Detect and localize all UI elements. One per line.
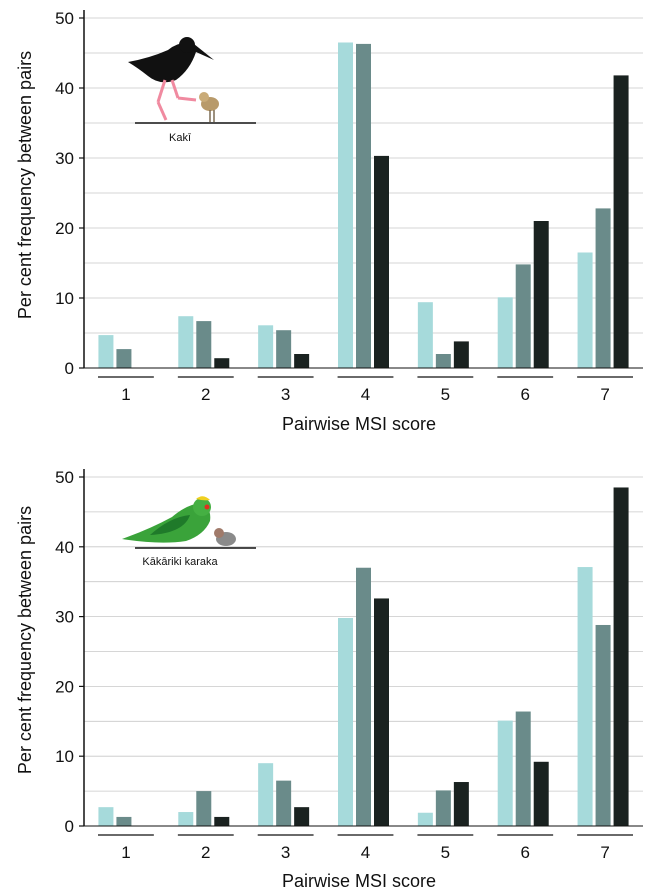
x-axis-label: Pairwise MSI score xyxy=(282,871,436,891)
bar xyxy=(356,567,371,826)
bar xyxy=(374,155,389,368)
y-tick-label: 30 xyxy=(55,608,74,627)
y-tick-label: 0 xyxy=(65,817,74,836)
x-tick-label: 7 xyxy=(600,385,609,404)
axes xyxy=(83,469,643,827)
bar xyxy=(196,791,212,826)
y-tick-label: 0 xyxy=(65,359,74,378)
x-ticks: 1 2 3 4 5 6 7 xyxy=(98,376,633,404)
y-tick-label: 40 xyxy=(55,538,74,557)
bar xyxy=(294,354,310,368)
bar xyxy=(116,816,132,826)
bars xyxy=(98,487,629,826)
bar xyxy=(595,624,611,826)
bar xyxy=(214,816,230,826)
bar xyxy=(595,208,611,368)
bar xyxy=(417,812,433,826)
bar xyxy=(497,297,513,368)
bar xyxy=(116,349,132,368)
y-axis-label: Per cent frequency between pairs xyxy=(15,51,35,319)
y-ticks: 0 10 20 30 40 50 xyxy=(55,9,84,378)
bar xyxy=(515,264,531,368)
bar xyxy=(196,321,212,368)
bar xyxy=(356,43,371,369)
bar xyxy=(435,790,451,826)
y-tick-label: 10 xyxy=(55,747,74,766)
bar xyxy=(178,316,194,368)
y-tick-label: 50 xyxy=(55,9,74,28)
bar xyxy=(453,782,469,826)
y-tick-label: 30 xyxy=(55,149,74,168)
bar xyxy=(533,221,549,368)
kakariki-species-label: Kākāriki karaka xyxy=(142,556,218,568)
bar xyxy=(533,761,549,826)
bar xyxy=(435,354,451,368)
x-tick-label: 1 xyxy=(121,385,130,404)
bar xyxy=(98,335,114,368)
bar xyxy=(338,617,353,826)
axes xyxy=(83,10,643,369)
bar xyxy=(98,807,114,826)
bar xyxy=(178,812,194,826)
y-ticks: 0 10 20 30 40 50 xyxy=(55,468,84,836)
bar xyxy=(515,711,531,826)
bar xyxy=(258,325,274,368)
x-tick-label: 3 xyxy=(281,843,290,862)
x-tick-label: 1 xyxy=(121,843,130,862)
y-tick-label: 10 xyxy=(55,289,74,308)
y-tick-label: 20 xyxy=(55,219,74,238)
y-tick-label: 50 xyxy=(55,468,74,487)
kakariki-chart: 0 10 20 30 40 50 1 2 3 4 5 6 7 Pairwise MSI score P… xyxy=(15,468,643,891)
x-tick-label: 5 xyxy=(441,843,450,862)
kakariki-bird-illustration xyxy=(122,496,256,549)
bar xyxy=(258,763,274,826)
bar xyxy=(276,780,292,826)
bar xyxy=(338,42,353,368)
bar xyxy=(214,358,230,368)
x-tick-label: 6 xyxy=(520,843,529,862)
bar xyxy=(577,567,593,826)
y-tick-label: 20 xyxy=(55,677,74,696)
kaki-chart: 0 10 20 30 40 50 1 2 3 4 5 6 7 Pairwise MSI score P… xyxy=(15,9,643,434)
x-tick-label: 6 xyxy=(520,385,529,404)
bar xyxy=(294,807,310,826)
x-tick-label: 4 xyxy=(361,843,370,862)
x-tick-label: 5 xyxy=(441,385,450,404)
bar xyxy=(577,252,593,368)
bar xyxy=(417,302,433,368)
bar xyxy=(613,487,629,826)
bar xyxy=(497,720,513,826)
x-ticks: 1 2 3 4 5 6 7 xyxy=(98,834,633,862)
kaki-species-label: Kakī xyxy=(169,132,192,144)
x-tick-label: 3 xyxy=(281,385,290,404)
bar xyxy=(374,598,389,826)
bar xyxy=(453,341,469,368)
kaki-bird-illustration xyxy=(128,37,256,124)
bars xyxy=(98,42,629,369)
x-tick-label: 4 xyxy=(361,385,370,404)
bar xyxy=(276,330,292,368)
y-tick-label: 40 xyxy=(55,79,74,98)
x-tick-label: 2 xyxy=(201,385,210,404)
bar xyxy=(613,75,629,369)
x-tick-label: 2 xyxy=(201,843,210,862)
x-tick-label: 7 xyxy=(600,843,609,862)
x-axis-label: Pairwise MSI score xyxy=(282,414,436,434)
y-axis-label: Per cent frequency between pairs xyxy=(15,506,35,774)
